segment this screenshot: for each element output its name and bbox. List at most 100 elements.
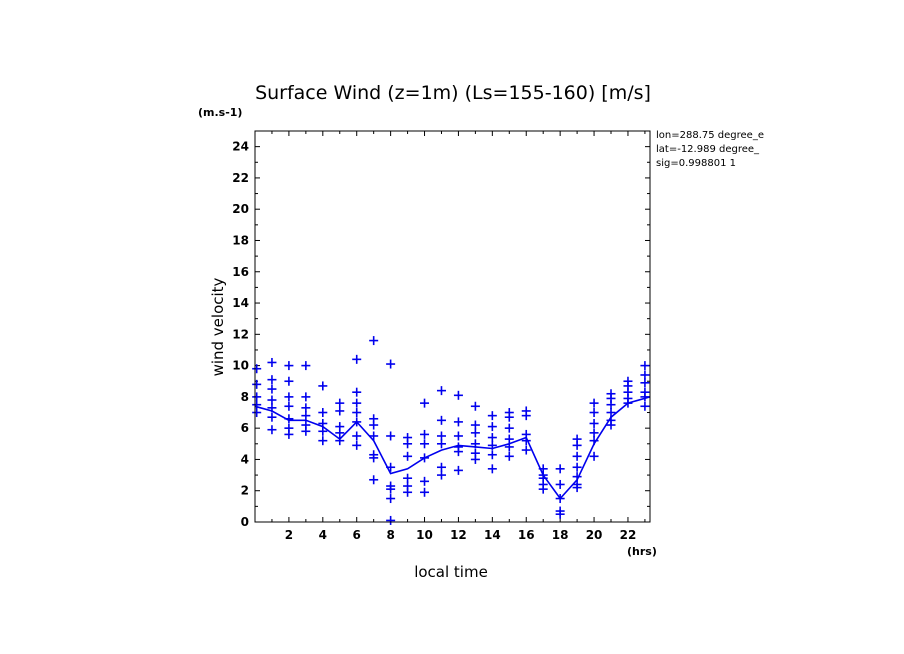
wind-sample-marker xyxy=(640,392,650,402)
wind-sample-marker xyxy=(521,445,531,455)
wind-sample-marker xyxy=(301,392,311,402)
wind-sample-marker xyxy=(386,431,396,441)
x-tick-label: 8 xyxy=(386,528,394,542)
wind-sample-marker xyxy=(589,408,599,418)
mean-wind-line xyxy=(254,396,651,500)
wind-sample-marker xyxy=(453,465,463,475)
wind-sample-marker xyxy=(470,428,480,438)
plot-frame xyxy=(254,130,651,523)
wind-sample-marker xyxy=(252,400,262,410)
annotation-sig: sig=0.998801 1 xyxy=(656,158,736,169)
wind-sample-marker xyxy=(352,408,362,418)
wind-sample-marker xyxy=(252,364,262,374)
wind-sample-marker xyxy=(521,436,531,446)
y-tick-label: 22 xyxy=(232,171,249,185)
wind-sample-marker xyxy=(386,484,396,494)
y-tick-label: 2 xyxy=(241,484,249,498)
y-tick-label: 14 xyxy=(232,296,249,310)
wind-sample-marker xyxy=(453,431,463,441)
wind-sample-marker xyxy=(420,429,430,439)
wind-sample-marker xyxy=(487,433,497,443)
wind-sample-marker xyxy=(267,425,277,435)
wind-sample-marker xyxy=(606,420,616,430)
y-tick-label: 4 xyxy=(241,452,249,466)
wind-sample-marker xyxy=(318,418,328,428)
wind-sample-marker xyxy=(284,376,294,386)
wind-sample-marker xyxy=(352,431,362,441)
y-tick-label: 20 xyxy=(232,202,249,216)
wind-sample-marker xyxy=(589,436,599,446)
plot-marks xyxy=(252,336,651,525)
wind-sample-marker xyxy=(301,403,311,413)
wind-sample-marker xyxy=(436,431,446,441)
x-tick-label: 2 xyxy=(285,528,293,542)
wind-sample-marker xyxy=(267,403,277,413)
wind-sample-marker xyxy=(572,472,582,482)
wind-sample-marker xyxy=(589,398,599,408)
x-tick-label: 18 xyxy=(552,528,569,542)
wind-sample-marker xyxy=(301,411,311,421)
wind-sample-marker xyxy=(386,494,396,504)
wind-sample-marker xyxy=(453,447,463,457)
wind-sample-marker xyxy=(504,451,514,461)
x-axis-label: local time xyxy=(414,563,488,581)
wind-sample-marker xyxy=(504,434,514,444)
wind-sample-marker xyxy=(589,418,599,428)
x-tick-label: 10 xyxy=(416,528,433,542)
y-tick-label: 10 xyxy=(232,359,249,373)
wind-sample-marker xyxy=(487,464,497,474)
y-unit-label: (m.s-1) xyxy=(198,106,242,119)
wind-sample-marker xyxy=(538,484,548,494)
wind-sample-marker xyxy=(487,440,497,450)
chart-title: Surface Wind (z=1m) (Ls=155-160) [m/s] xyxy=(255,82,651,104)
wind-sample-marker xyxy=(352,387,362,397)
wind-sample-marker xyxy=(572,440,582,450)
wind-sample-marker xyxy=(504,412,514,422)
wind-sample-marker xyxy=(252,379,262,389)
wind-sample-marker xyxy=(521,411,531,421)
wind-sample-marker xyxy=(589,451,599,461)
wind-sample-marker xyxy=(420,487,430,497)
x-tick-label: 16 xyxy=(518,528,535,542)
annotation-clip xyxy=(778,125,904,175)
wind-sample-marker xyxy=(284,361,294,371)
wind-sample-marker xyxy=(623,398,633,408)
wind-sample-marker xyxy=(284,401,294,411)
wind-sample-marker xyxy=(504,442,514,452)
wind-sample-marker xyxy=(470,439,480,449)
wind-sample-marker xyxy=(318,408,328,418)
wind-sample-marker xyxy=(555,464,565,474)
wind-sample-marker xyxy=(572,462,582,472)
wind-sample-marker xyxy=(301,361,311,371)
wind-sample-marker xyxy=(606,408,616,418)
wind-sample-marker xyxy=(470,420,480,430)
wind-sample-marker xyxy=(252,392,262,402)
y-tick-label: 18 xyxy=(232,233,249,247)
wind-sample-marker xyxy=(386,462,396,472)
annotation-lat: lat=-12.989 degree_ xyxy=(656,144,760,155)
wind-sample-marker xyxy=(555,479,565,489)
wind-sample-marker xyxy=(318,426,328,436)
wind-sample-marker xyxy=(572,483,582,493)
wind-sample-marker xyxy=(267,375,277,385)
wind-sample-marker xyxy=(318,381,328,391)
y-tick-label: 8 xyxy=(241,390,249,404)
wind-sample-marker xyxy=(267,357,277,367)
y-axis-label: wind velocity xyxy=(209,277,227,376)
wind-sample-marker xyxy=(606,400,616,410)
wind-sample-marker xyxy=(369,336,379,346)
wind-sample-marker xyxy=(335,436,345,446)
x-tick-label: 6 xyxy=(353,528,361,542)
wind-sample-marker xyxy=(386,515,396,525)
wind-sample-marker xyxy=(487,450,497,460)
wind-sample-marker xyxy=(436,386,446,396)
wind-sample-marker xyxy=(318,436,328,446)
wind-sample-marker xyxy=(640,401,650,411)
wind-sample-marker xyxy=(572,451,582,461)
y-tick-label: 6 xyxy=(241,421,249,435)
wind-sample-marker xyxy=(640,361,650,371)
wind-sample-marker xyxy=(403,451,413,461)
wind-sample-marker xyxy=(403,473,413,483)
wind-sample-marker xyxy=(352,398,362,408)
